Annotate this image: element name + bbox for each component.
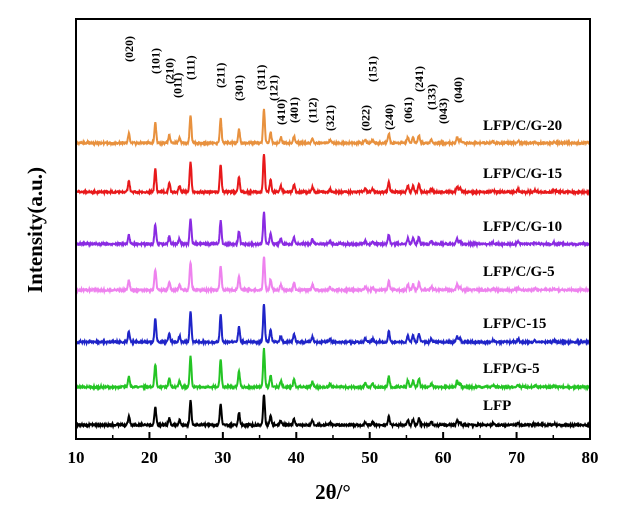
peak-label: (011): [171, 73, 185, 98]
series-line-lfp-c-g-15: [75, 154, 591, 197]
peak-label: (401): [287, 97, 301, 123]
series-label: LFP: [483, 398, 511, 414]
peak-label: (241): [412, 66, 426, 92]
peak-label: (301): [232, 75, 246, 101]
series-line-lfp-c-g-5: [75, 256, 591, 295]
series-label: LFP/C-15: [483, 316, 546, 332]
series-label: LFP/C/G-10: [483, 219, 562, 235]
series-label: LFP/G-5: [483, 361, 540, 377]
peak-label: (020): [122, 36, 136, 62]
series-line-lfp: [75, 394, 591, 430]
peak-label: (240): [382, 104, 396, 130]
series-line-lfp-g-5: [75, 347, 591, 392]
peak-label: (121): [267, 75, 281, 101]
series-label: LFP/C/G-5: [483, 264, 555, 280]
peak-label: (151): [366, 56, 380, 82]
series-layer: [75, 108, 591, 430]
peak-label: (043): [436, 98, 450, 124]
x-tick-label: 10: [68, 448, 85, 467]
x-tick-label: 50: [361, 448, 378, 467]
peak-label: (101): [148, 48, 162, 74]
peak-label: (111): [184, 55, 198, 80]
x-tick-label: 80: [582, 448, 599, 467]
x-axis-title: 2θ/°: [315, 480, 351, 504]
peak-label: (211): [214, 63, 228, 88]
peak-label: (112): [305, 98, 319, 123]
x-tick-label: 40: [288, 448, 305, 467]
y-axis-title: Intensity(a.u.): [23, 167, 47, 293]
x-tick-label: 20: [141, 448, 158, 467]
x-tick-label: 30: [214, 448, 231, 467]
series-line-lfp-c-g-10: [75, 211, 591, 249]
series-line-lfp-c-g-20: [75, 108, 591, 148]
series-label: LFP/C/G-20: [483, 118, 562, 134]
peak-label: (311): [254, 65, 268, 90]
peak-label: (040): [451, 77, 465, 103]
peak-label: (061): [401, 97, 415, 123]
x-tick-label: 70: [508, 448, 525, 467]
series-label: LFP/C/G-15: [483, 166, 562, 182]
peak-label: (133): [424, 84, 438, 110]
x-axis: 10 20 30 40 50 60 70 80: [68, 432, 599, 467]
x-tick-label: 60: [435, 448, 452, 467]
peak-label: (321): [323, 105, 337, 131]
series-labels: LFP/C/G-20 LFP/C/G-15 LFP/C/G-10 LFP/C/G-5 L…: [483, 118, 562, 414]
peak-labels: (020) (101) (210)(011)(111) (211) (301) (311)…: [122, 36, 465, 131]
peak-label: (210): [162, 58, 176, 84]
peak-label: (410): [274, 99, 288, 125]
peak-label: (022): [358, 105, 372, 131]
series-line-lfp-c-15: [75, 304, 591, 347]
